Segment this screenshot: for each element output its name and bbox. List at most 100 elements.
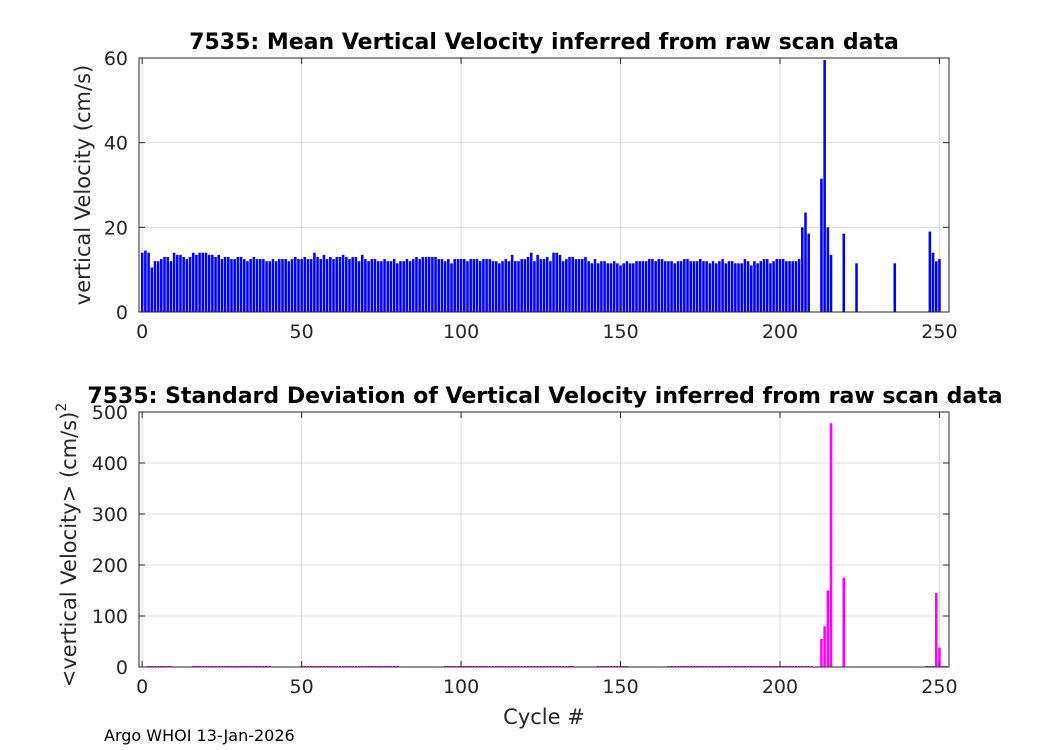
top-chart-bar <box>367 261 370 312</box>
top-chart-bar <box>571 256 574 312</box>
top-chart-bar <box>679 261 683 312</box>
top-chart-bar <box>437 259 441 312</box>
top-chart-bar <box>443 261 447 312</box>
bottom-chart-bars <box>147 423 948 668</box>
top-chart-bar <box>195 254 198 312</box>
top-chart-bar <box>405 259 409 312</box>
top-chart-bar <box>313 252 316 312</box>
bottom-chart-bar <box>820 638 823 667</box>
top-chart-bar <box>893 263 897 312</box>
top-chart-bar <box>542 259 546 312</box>
top-chart-bar <box>383 259 386 312</box>
top-chart-bar <box>529 252 533 312</box>
bottom-chart-xtick-label: 250 <box>921 676 957 698</box>
bottom-chart-xtick-label: 50 <box>290 676 314 698</box>
top-chart-bar <box>769 263 772 312</box>
top-chart-bar <box>163 256 166 312</box>
top-chart-xtick-label: 50 <box>290 321 314 343</box>
top-chart-bar <box>345 256 348 312</box>
top-chart-bar <box>718 261 721 312</box>
top-chart-bar <box>750 265 753 312</box>
top-chart-bar <box>545 256 549 312</box>
top-chart-bar <box>775 259 779 312</box>
top-chart-xtick-label: 0 <box>136 321 148 343</box>
top-chart-bar <box>539 259 543 312</box>
top-chart-ytick-label: 40 <box>104 133 128 155</box>
bottom-chart-ytick-label: 100 <box>92 606 128 628</box>
top-chart-bar <box>459 259 463 312</box>
top-chart-bar <box>249 259 252 312</box>
bottom-chart-xtick-label: 0 <box>136 676 148 698</box>
top-chart-bar <box>255 259 259 312</box>
top-chart-bar <box>418 259 421 312</box>
top-chart-bar <box>160 259 163 312</box>
top-chart-bar <box>242 259 246 312</box>
top-chart-bar <box>654 261 657 312</box>
top-chart-bar <box>558 254 562 312</box>
top-chart-bar <box>555 252 559 312</box>
top-chart-bar <box>504 259 508 312</box>
top-chart-bar <box>737 263 740 312</box>
mean-velocity-chart: 0 50 100 150 200 250 0 20 40 60 7535: Mean Vertic… <box>71 30 958 343</box>
top-chart-bar <box>705 261 708 312</box>
top-chart-bar <box>456 259 460 312</box>
top-chart-bar <box>794 261 798 312</box>
top-chart-bar <box>491 261 495 312</box>
top-chart-bar <box>788 261 791 312</box>
top-chart-bar <box>686 259 689 312</box>
top-chart-bar <box>574 259 578 312</box>
top-chart-bar <box>938 259 941 312</box>
top-chart-xtick-label: 150 <box>602 321 638 343</box>
top-chart-bar <box>711 261 715 312</box>
bottom-chart-title: 7535: Standard Deviation of Vertical Vel… <box>87 384 1002 409</box>
top-chart-bar <box>172 252 176 312</box>
top-chart-bar <box>239 256 243 312</box>
top-chart-bar <box>198 252 201 312</box>
top-chart-bar <box>549 261 552 312</box>
top-chart-bar <box>644 261 648 312</box>
top-chart-bar <box>670 261 673 312</box>
top-chart-bar <box>335 256 338 312</box>
top-chart-bar <box>341 254 345 312</box>
top-chart-bar <box>797 259 801 312</box>
top-chart-title: 7535: Mean Vertical Velocity inferred fr… <box>189 30 899 55</box>
top-chart-bar <box>281 259 284 312</box>
top-chart-bar <box>357 261 361 312</box>
top-chart-bar <box>663 261 667 312</box>
top-chart-bar <box>376 261 380 312</box>
top-chart-bar <box>552 252 555 312</box>
top-chart-bar <box>472 259 476 312</box>
top-chart-bar <box>523 259 527 312</box>
top-chart-bar <box>411 259 415 312</box>
top-chart-bar <box>182 256 185 312</box>
top-chart-bar <box>482 259 485 312</box>
bottom-chart-ylabel-text: <vertical Velocity> (cm/s) <box>57 412 81 688</box>
top-chart-bar <box>201 252 205 312</box>
top-chart-bar <box>475 259 479 312</box>
top-chart-bar <box>635 261 638 312</box>
top-chart-bar <box>823 60 826 312</box>
top-chart-bar <box>606 263 610 312</box>
top-chart-bar <box>603 261 606 312</box>
top-chart-bar <box>683 259 686 312</box>
top-chart-bar <box>507 261 511 312</box>
top-chart-bar <box>673 263 677 312</box>
top-chart-bar <box>734 263 737 312</box>
bottom-chart-ytick-label: 500 <box>92 402 128 424</box>
top-chart-bar <box>415 256 418 312</box>
top-chart-bar <box>316 256 319 312</box>
top-chart-bar <box>625 261 629 312</box>
top-chart-bar <box>434 256 437 312</box>
bottom-chart-bar <box>829 423 833 667</box>
top-chart-bar <box>641 261 645 312</box>
top-chart-bar <box>396 263 399 312</box>
footer-credit: Argo WHOI 13-Jan-2026 <box>104 726 295 745</box>
top-chart-bar <box>740 263 743 312</box>
top-chart-bar <box>268 261 272 312</box>
top-chart-bar <box>332 259 335 312</box>
top-chart-bar <box>188 256 192 312</box>
top-chart-bar <box>708 263 712 312</box>
top-chart-bar <box>233 259 236 312</box>
top-chart-bar <box>619 265 622 312</box>
top-chart-bar <box>166 256 169 312</box>
